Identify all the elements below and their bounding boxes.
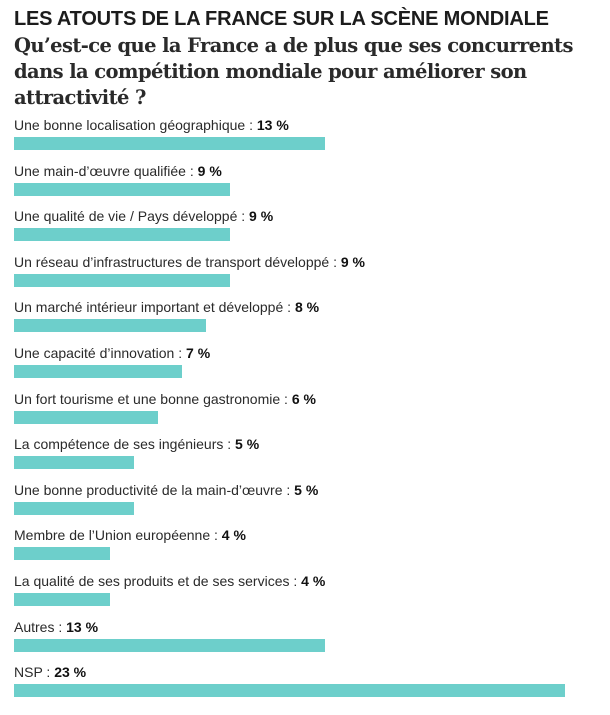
category-label: Membre de l’Union européenne [14, 527, 211, 544]
bar-row: Un marché intérieur important et dévelop… [14, 297, 604, 343]
value-label: 8 % [294, 299, 320, 316]
bar [14, 137, 326, 150]
value-label: 13 % [66, 618, 99, 635]
bar [14, 547, 110, 561]
separator: : [237, 208, 250, 225]
separator: : [210, 527, 222, 544]
bar-label: Membre de l’Union européenne : 4 % [14, 527, 246, 543]
bar-row: Un réseau d’infrastructures de transport… [14, 252, 604, 298]
bar-row: Un fort tourisme et une bonne gastronomi… [14, 389, 604, 435]
chart-title: LES ATOUTS DE LA FRANCE SUR LA SCÈNE MON… [14, 8, 549, 30]
bar-row: NSP : 23 % [14, 662, 604, 708]
bar-label: Une bonne localisation géographique : 13… [14, 117, 289, 133]
bar [14, 456, 134, 470]
bar-row: Une qualité de vie / Pays développé : 9 … [14, 206, 604, 252]
chart-subtitle: Qu’est-ce que la France a de plus que se… [14, 34, 573, 109]
bar-label: La qualité de ses produits et de ses ser… [14, 573, 325, 589]
bar-label: La compétence de ses ingénieurs : 5 % [14, 436, 259, 452]
value-label: 23 % [54, 664, 87, 681]
bar-row: Une bonne localisation géographique : 13… [14, 115, 604, 161]
bar [14, 684, 565, 698]
bar-label: Autres : 13 % [14, 619, 98, 635]
bar [14, 410, 158, 424]
separator: : [223, 436, 236, 453]
separator: : [280, 390, 292, 407]
category-label: Un fort tourisme et une bonne gastronomi… [14, 390, 281, 407]
value-label: 5 % [235, 436, 260, 453]
category-label: Un réseau d’infrastructures de transport… [14, 253, 330, 270]
separator: : [245, 117, 257, 133]
bar-chart: Une bonne localisation géographique : 13… [14, 115, 604, 708]
bar-row: Membre de l’Union européenne : 4 % [14, 525, 604, 571]
separator: : [329, 253, 341, 270]
value-label: 6 % [291, 390, 316, 407]
bar-label: Une bonne productivité de la main-d’œuvr… [14, 482, 318, 498]
category-label: Une bonne productivité de la main-d’œuvr… [14, 481, 283, 498]
bar [14, 638, 326, 652]
bar-row: La compétence de ses ingénieurs : 5 % [14, 434, 604, 480]
value-label: 9 % [340, 253, 365, 270]
bar-label: Un réseau d’infrastructures de transport… [14, 254, 365, 270]
category-label: Autres [14, 618, 55, 635]
value-label: 7 % [186, 344, 211, 361]
category-label: Une main-d’œuvre qualifiée [14, 162, 186, 179]
bar-row: Une main-d’œuvre qualifiée : 9 % [14, 161, 604, 207]
bar [14, 319, 206, 333]
category-label: Une qualité de vie / Pays développé [14, 208, 238, 225]
value-label: 13 % [256, 117, 289, 133]
value-label: 4 % [301, 572, 326, 589]
category-label: Un marché intérieur important et dévelop… [14, 299, 284, 316]
value-label: 4 % [221, 527, 246, 544]
bar-label: Une qualité de vie / Pays développé : 9 … [14, 208, 273, 224]
category-label: La compétence de ses ingénieurs [14, 436, 224, 453]
bar [14, 501, 134, 515]
bar-label: NSP : 23 % [14, 664, 86, 680]
value-label: 9 % [249, 208, 274, 225]
bar [14, 273, 230, 287]
separator: : [289, 572, 302, 589]
bar-row: Une bonne productivité de la main-d’œuvr… [14, 480, 604, 526]
separator: : [282, 481, 295, 498]
category-label: Une capacité d’innovation [14, 344, 175, 361]
separator: : [174, 344, 187, 361]
bar-label: Une capacité d’innovation : 7 % [14, 345, 210, 361]
category-label: NSP [14, 664, 43, 681]
value-label: 9 % [197, 162, 222, 179]
bar-label: Un marché intérieur important et dévelop… [14, 299, 319, 315]
bar [14, 228, 230, 242]
bar-label: Un fort tourisme et une bonne gastronomi… [14, 391, 316, 407]
bar-label: Une main-d’œuvre qualifiée : 9 % [14, 163, 222, 179]
separator: : [185, 162, 198, 179]
separator: : [42, 664, 55, 681]
bar-row: La qualité de ses produits et de ses ser… [14, 571, 604, 617]
bar [14, 182, 230, 196]
category-label: La qualité de ses produits et de ses ser… [14, 572, 290, 589]
category-label: Une bonne localisation géographique [14, 117, 246, 133]
bar-row: Autres : 13 % [14, 617, 604, 663]
separator: : [54, 618, 67, 635]
value-label: 5 % [294, 481, 319, 498]
separator: : [283, 299, 295, 316]
bar [14, 364, 182, 378]
bar [14, 592, 110, 606]
bar-row: Une capacité d’innovation : 7 % [14, 343, 604, 389]
